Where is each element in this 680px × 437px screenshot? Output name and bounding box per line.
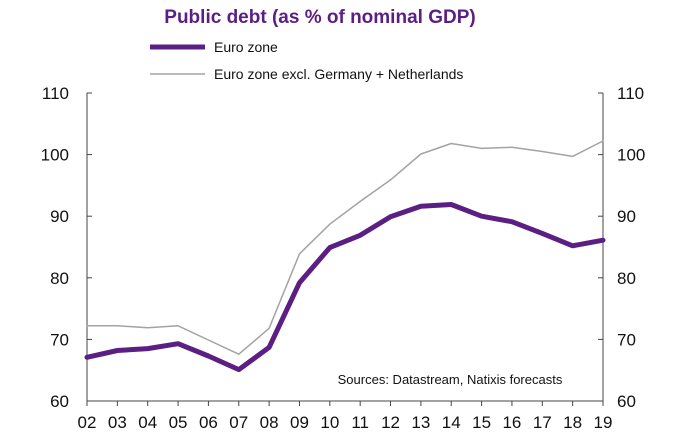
y-tick-label-left: 110 xyxy=(42,84,69,103)
legend-label-euro-zone-excl: Euro zone excl. Germany + Netherlands xyxy=(214,66,463,82)
x-tick-label: 18 xyxy=(563,413,582,432)
y-tick-label-right: 60 xyxy=(617,392,636,411)
x-tick-label: 15 xyxy=(472,413,491,432)
y-tick-label-left: 70 xyxy=(50,330,69,349)
x-tick-label: 04 xyxy=(138,413,157,432)
legend-label-euro-zone: Euro zone xyxy=(214,39,278,55)
x-tick-label: 06 xyxy=(199,413,218,432)
y-tick-label-right: 80 xyxy=(617,269,636,288)
x-tick-label: 08 xyxy=(260,413,279,432)
x-tick-label: 12 xyxy=(381,413,400,432)
x-tick-label: 02 xyxy=(78,413,97,432)
y-tick-label-left: 90 xyxy=(50,207,69,226)
source-annotation: Sources: Datastream, Natixis forecasts xyxy=(338,372,563,387)
y-tick-label-right: 100 xyxy=(617,146,645,165)
axes: 60 60 70 70 80 80 90 90 100 100 110 110 02 03 04 05 06 07… xyxy=(41,84,646,432)
y-tick-label-right: 70 xyxy=(617,330,636,349)
chart-title: Public debt (as % of nominal GDP) xyxy=(164,7,475,28)
x-tick-label: 13 xyxy=(411,413,430,432)
x-tick-label: 11 xyxy=(351,413,369,432)
x-tick-label: 05 xyxy=(169,413,188,432)
x-tick-label: 14 xyxy=(442,413,461,432)
series-layer xyxy=(84,140,606,373)
x-tick-label: 19 xyxy=(594,413,613,432)
y-tick-label-left: 60 xyxy=(50,392,69,411)
x-tick-label: 09 xyxy=(290,413,309,432)
x-tick-label: 03 xyxy=(108,413,127,432)
x-tick-label: 07 xyxy=(229,413,248,432)
series-line-euro-zone xyxy=(84,202,606,373)
x-tick-label: 16 xyxy=(502,413,521,432)
y-tick-label-right: 90 xyxy=(617,207,636,226)
y-tick-label-right: 110 xyxy=(617,84,644,103)
legend: Euro zone Euro zone excl. Germany + Neth… xyxy=(150,39,463,82)
y-tick-label-left: 80 xyxy=(50,269,69,288)
series-line-euro-zone-excl xyxy=(86,140,604,355)
y-tick-label-left: 100 xyxy=(41,146,69,165)
x-tick-label: 17 xyxy=(533,413,552,432)
x-tick-label: 10 xyxy=(320,413,339,432)
